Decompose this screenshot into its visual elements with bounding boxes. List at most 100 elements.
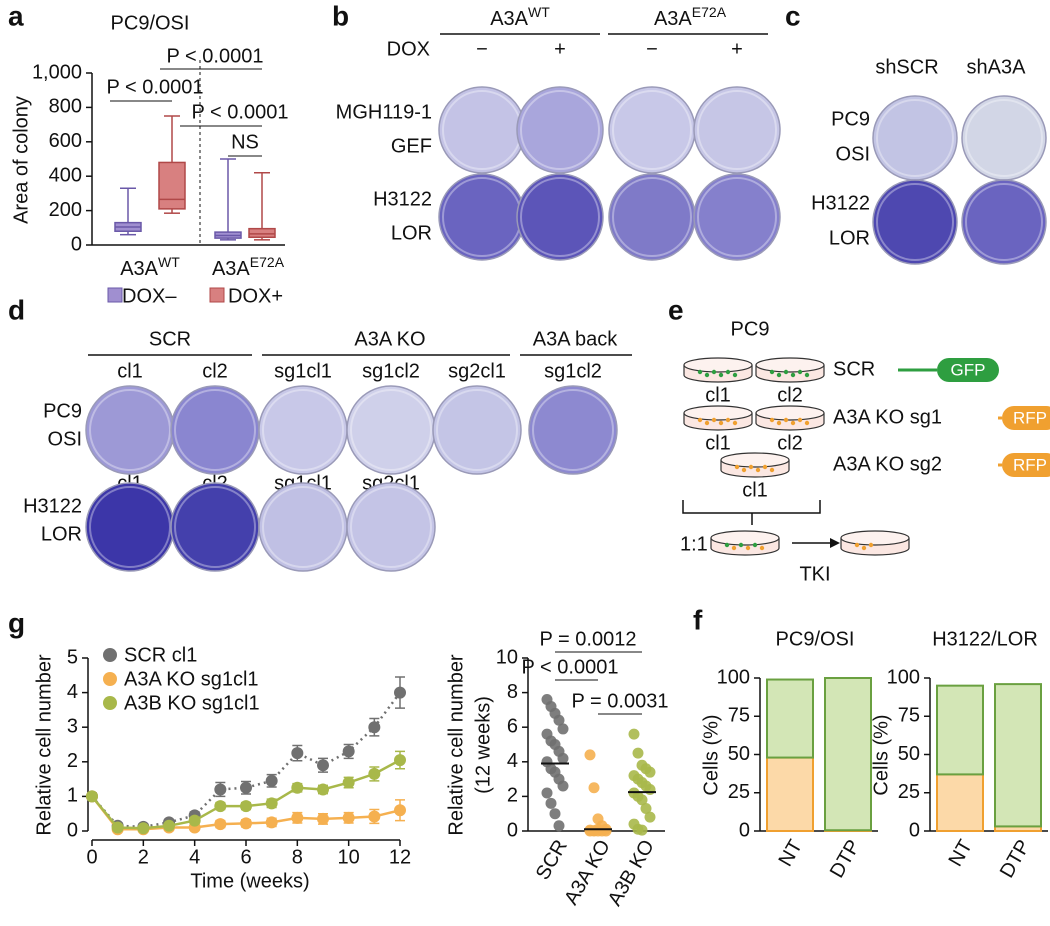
label: PC9 [831,108,870,130]
point [291,781,304,794]
label: 0 [67,819,78,841]
plate [85,385,175,475]
dish-top [683,357,753,373]
plate-rim [262,389,344,471]
point [644,783,656,795]
label: 6 [507,715,518,737]
point [368,721,381,734]
cell [769,417,775,423]
plate-rim [697,90,777,170]
label: 4 [189,846,200,868]
plate-rim [436,389,518,471]
cell [734,464,740,470]
cell [704,420,710,426]
bar-segment [766,756,814,832]
plate [516,86,604,174]
label: PC9/OSI [111,12,190,34]
panel-letter: g [8,607,25,638]
point [265,816,278,829]
point [545,797,557,809]
label: DOX– [122,285,177,307]
label: NT [775,836,807,870]
label: sg1cl2 [544,360,602,382]
plate [872,179,958,265]
plate-rim [350,486,432,568]
plate [528,385,618,475]
panel-letter: d [8,294,25,325]
label: 10 [496,646,518,668]
point [553,714,565,726]
plate [961,95,1047,181]
label: cl1 [705,432,731,454]
label: H3122 [811,192,870,214]
point [368,810,381,823]
point [541,787,553,799]
point [317,812,329,825]
point [394,804,406,817]
cell [732,420,738,426]
label: LOR [391,222,432,244]
plate-rim [697,177,777,257]
cell [725,369,731,375]
label: GFP [951,360,986,379]
label: MGH119-1 [336,101,432,123]
label: 2 [67,750,78,772]
plate-rim [174,486,256,568]
label: A3B KO sg1cl1 [124,692,260,714]
cell [868,542,874,548]
label: DOX+ [228,285,283,307]
bar-segment [994,683,1042,828]
label: NS [231,131,259,153]
label: + [554,38,566,60]
dish-top [755,405,825,421]
legend-marker [103,648,117,662]
label: TKI [799,563,830,585]
cell [759,545,765,551]
point [265,797,278,810]
bar-segment [936,773,984,833]
cell [861,545,867,551]
label: 25 [898,781,920,803]
label-base: A3A [490,8,528,30]
label: A3AE72A [654,4,727,31]
cell [776,372,782,378]
label: 100 [717,666,750,688]
arrow-head [830,538,840,548]
label-sup: WT [158,254,180,270]
label: P < 0.0001 [107,76,204,98]
bar-segment [766,678,814,759]
label: 0 [71,233,82,255]
cell [718,420,724,426]
label: 8 [507,681,518,703]
point [240,781,252,794]
point [549,808,561,820]
point [137,822,150,835]
label: cl1 [705,384,731,406]
label: sg1cl1 [274,360,332,382]
point [111,821,124,834]
label: Cells (%) [870,714,892,795]
point [640,803,652,815]
cell [762,464,768,470]
cell [755,467,761,473]
label: Area of colony [10,96,32,224]
label: PC9 [43,400,82,422]
plate-rim [965,183,1043,261]
cell [783,417,789,423]
label: PC9 [731,318,770,340]
plate [516,173,604,261]
plate-rim [612,177,692,257]
plate-rim [520,177,600,257]
cell [797,417,803,423]
label-base: A3A [120,258,158,280]
label: 3 [67,715,78,737]
label: P < 0.0001 [192,101,289,123]
cell [738,542,744,548]
label: cl2 [202,360,228,382]
tag [1002,406,1050,430]
plate-rim [89,486,171,568]
legend-swatch [209,287,225,303]
plate-rim [350,389,432,471]
label: OSI [836,143,870,165]
point [557,752,569,764]
